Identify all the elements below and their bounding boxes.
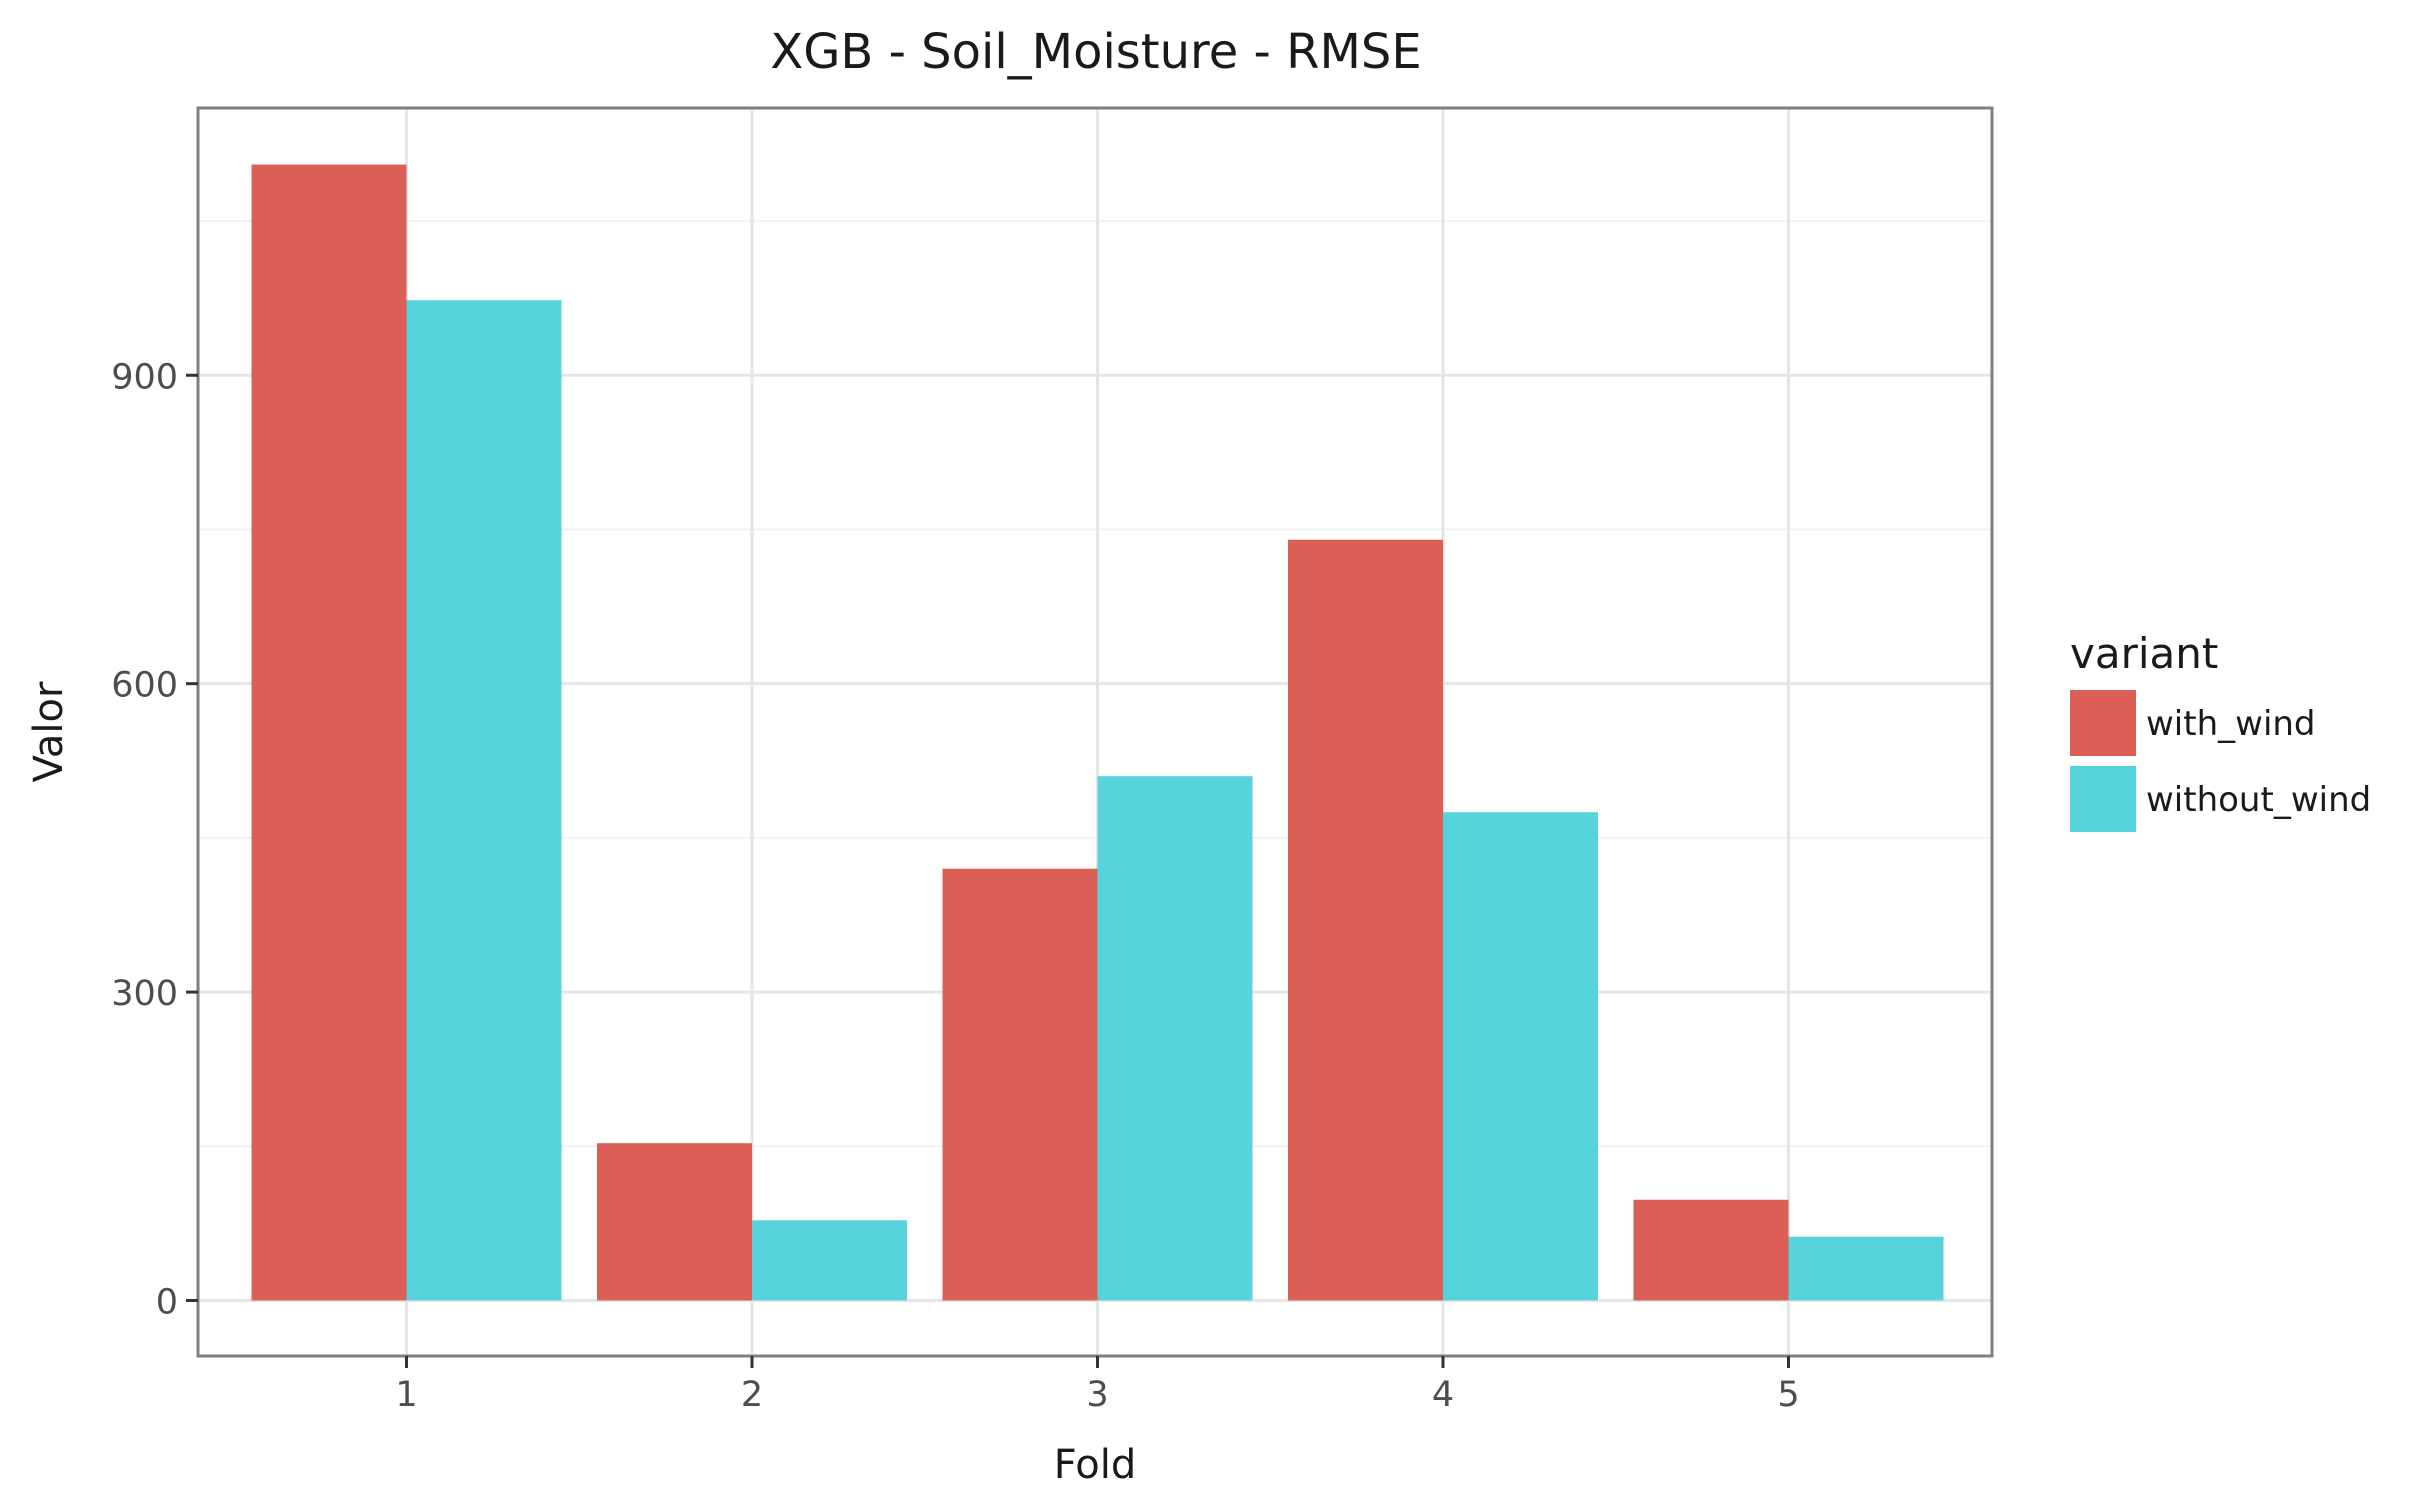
plot-panel-border bbox=[196, 106, 1994, 1358]
bar-with_wind-fold-3 bbox=[942, 868, 1098, 1301]
y-tick-label: 300 bbox=[111, 974, 178, 1014]
legend-key-with_wind bbox=[2070, 690, 2136, 756]
legend-entries: with_wind without_wind bbox=[2070, 690, 2371, 832]
y-axis: 0 300 600 900 bbox=[111, 357, 198, 1322]
x-tick-label: 2 bbox=[741, 1375, 763, 1415]
plot-panel bbox=[196, 106, 1994, 1358]
bar-without_wind-fold-1 bbox=[406, 300, 562, 1301]
bar-with_wind-fold-1 bbox=[251, 164, 407, 1301]
x-axis: 1 2 3 4 5 bbox=[395, 1356, 1800, 1415]
bar-without_wind-fold-4 bbox=[1443, 812, 1598, 1301]
bar-with_wind-fold-2 bbox=[597, 1143, 752, 1301]
legend-key-without_wind bbox=[2070, 766, 2136, 832]
bar-without_wind-fold-2 bbox=[752, 1220, 907, 1301]
bars bbox=[251, 164, 1944, 1301]
bar-with_wind-fold-5 bbox=[1633, 1199, 1789, 1301]
x-axis-label: Fold bbox=[1054, 1442, 1137, 1488]
legend-label-without_wind: without_wind bbox=[2146, 780, 2371, 820]
y-tick-label: 0 bbox=[156, 1282, 178, 1322]
chart-title: XGB - Soil_Moisture - RMSE bbox=[770, 24, 1421, 80]
legend-label-with_wind: with_wind bbox=[2146, 704, 2316, 744]
legend: variant with_wind without_wind bbox=[2070, 629, 2371, 832]
x-tick-label: 3 bbox=[1086, 1375, 1108, 1415]
x-tick-label: 5 bbox=[1777, 1375, 1799, 1415]
bar-without_wind-fold-5 bbox=[1788, 1236, 1944, 1301]
bar-without_wind-fold-3 bbox=[1097, 776, 1253, 1301]
bar-with_wind-fold-4 bbox=[1288, 539, 1443, 1301]
y-tick-label: 900 bbox=[111, 357, 178, 397]
legend-title: variant bbox=[2070, 629, 2218, 678]
x-tick-label: 1 bbox=[395, 1375, 417, 1415]
x-tick-label: 4 bbox=[1432, 1375, 1454, 1415]
y-axis-label: Valor bbox=[26, 681, 72, 782]
y-tick-label: 600 bbox=[111, 666, 178, 706]
